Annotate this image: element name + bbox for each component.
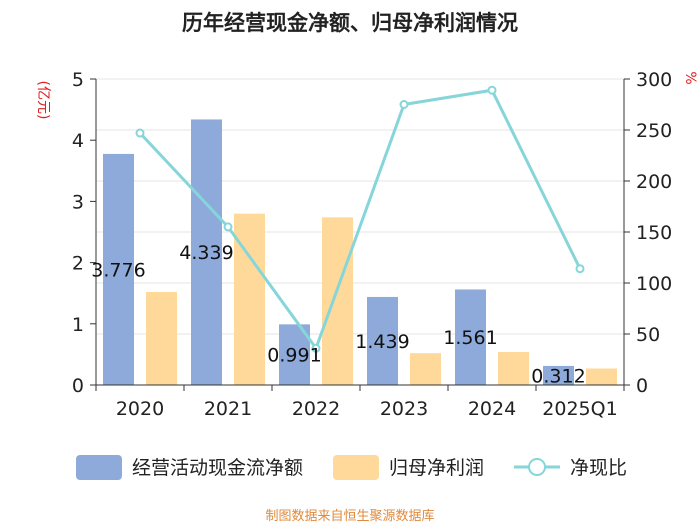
legend: 经营活动现金流净额 归母净利润 净现比 [76, 455, 627, 480]
chart-title: 历年经营现金净额、归母净利润情况 [182, 11, 518, 35]
bar-cashflow [455, 289, 486, 385]
x-tick-label: 2022 [292, 398, 340, 420]
data-label: 1.561 [443, 327, 497, 349]
bar-net-profit [322, 217, 353, 385]
bars [103, 119, 617, 386]
ratio-point [135, 128, 145, 138]
source-note: 制图数据来自恒生聚源数据库 [265, 508, 434, 524]
legend-marker [528, 458, 546, 476]
left-tick-label: 2 [72, 253, 84, 275]
legend-swatch [333, 455, 379, 480]
x-tick-label: 2021 [204, 398, 252, 420]
x-tick-label: 2025Q1 [542, 398, 617, 420]
ratio-point [223, 222, 233, 232]
legend-swatch [76, 455, 122, 480]
bar-cashflow [543, 365, 574, 385]
bar-net-profit [498, 351, 529, 385]
left-tick-label: 3 [72, 191, 84, 213]
bar-cashflow [191, 119, 222, 386]
bar-net-profit [410, 353, 441, 385]
data-label: 3.776 [91, 259, 145, 281]
ratio-point [311, 343, 321, 353]
left-axis-label: (亿元) [35, 81, 51, 120]
bar-net-profit [586, 368, 617, 385]
data-label: 1.439 [355, 331, 409, 353]
right-tick-label: 150 [636, 222, 672, 244]
left-tick-label: 0 [72, 375, 84, 397]
x-tick-label: 2020 [116, 398, 164, 420]
ratio-polyline [138, 88, 582, 352]
right-tick-label: 200 [636, 171, 672, 193]
legend-label: 经营活动现金流净额 [132, 457, 303, 479]
x-tick-label: 2023 [380, 398, 428, 420]
bar-cashflow [103, 153, 134, 385]
ratio-point [575, 264, 585, 274]
right-tick-label: 250 [636, 120, 672, 142]
bar-cashflow [367, 296, 398, 385]
data-labels: 3.776 4.339 0.991 1.439 1.561 0.312 [91, 242, 585, 387]
right-tick-label: 0 [636, 375, 648, 397]
data-label: 0.312 [531, 365, 585, 387]
data-label: 0.991 [267, 345, 321, 367]
x-tick-label: 2024 [468, 398, 516, 420]
left-tick-label: 4 [72, 130, 84, 152]
left-tick-label: 5 [72, 69, 84, 91]
right-axis-label: % [682, 71, 698, 84]
bar-net-profit [146, 291, 177, 385]
ratio-point [399, 100, 409, 109]
left-tick-label: 1 [72, 314, 84, 336]
legend-label: 归母净利润 [389, 457, 484, 479]
right-tick-label: 300 [636, 69, 672, 91]
data-label: 4.339 [179, 242, 233, 264]
ratio-line [135, 85, 585, 353]
right-tick-label: 100 [636, 273, 672, 295]
ratio-point [487, 85, 497, 95]
right-tick-label: 50 [636, 324, 660, 346]
legend-label: 净现比 [570, 457, 627, 479]
